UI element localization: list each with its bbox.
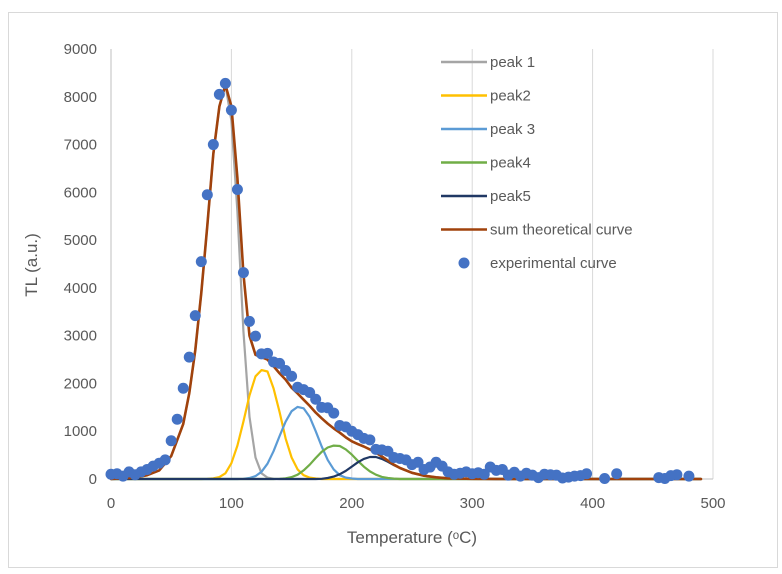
y-tick-label: 6000 (64, 184, 97, 201)
data-point (225, 104, 237, 116)
data-point (581, 468, 593, 480)
data-point (671, 469, 683, 481)
data-point (207, 139, 219, 151)
y-tick-label: 2000 (64, 375, 97, 392)
data-point (183, 351, 195, 363)
x-tick-label: 500 (700, 495, 725, 512)
x-tick-label: 0 (107, 495, 115, 512)
data-points (105, 77, 695, 485)
data-point (611, 468, 623, 480)
data-point (171, 413, 183, 425)
tick-labels: 0 100 200 300 400 500010002000300040005000600… (64, 41, 726, 512)
y-tick-label: 9000 (64, 41, 97, 58)
y-tick-label: 8000 (64, 89, 97, 106)
legend-label: experimental curve (490, 255, 617, 272)
data-point (328, 407, 340, 419)
data-point (683, 470, 695, 482)
data-point (262, 347, 274, 359)
data-point (243, 315, 255, 327)
y-tick-label: 3000 (64, 328, 97, 345)
x-tick-label: 400 (580, 495, 605, 512)
data-point (219, 77, 231, 89)
data-point (237, 267, 249, 279)
series-lines (109, 83, 703, 481)
legend-label: peak 3 (490, 121, 535, 138)
y-tick-label: 0 (89, 471, 97, 488)
data-point (364, 434, 376, 446)
x-tick-label: 300 (460, 495, 485, 512)
data-point (195, 256, 207, 268)
data-point (286, 370, 298, 382)
chart-frame: 0 100 200 300 400 500 0 1000 2000 3000 4000 5000 600… (8, 12, 778, 568)
data-point (231, 183, 243, 195)
series-line-0 (109, 83, 703, 481)
y-tick-label: 7000 (64, 137, 97, 154)
data-point (599, 473, 611, 485)
y-tick-label: 1000 (64, 423, 97, 440)
data-point (213, 88, 225, 100)
y-tick-label: 4000 (64, 280, 97, 297)
legend-label: peak4 (490, 155, 531, 172)
x-tick-label: 200 (339, 495, 364, 512)
legend-label: peak2 (490, 88, 531, 105)
legend-label: sum theoretical curve (490, 222, 633, 239)
data-point (189, 310, 201, 322)
x-tick-label: 100 (219, 495, 244, 512)
gridlines (230, 49, 714, 479)
series-line-5 (109, 83, 703, 481)
legend-swatch (458, 257, 470, 269)
data-point (249, 330, 261, 342)
series-line-2 (109, 405, 703, 481)
data-point (201, 189, 213, 201)
x-axis-title: Temperature (ᵒC) (347, 528, 477, 547)
y-axis-title: TL (a.u.) (22, 233, 41, 297)
data-point (159, 454, 171, 466)
legend: peak 1 peak2 peak 3 peak4 peak5 sum theoretic… (441, 54, 633, 272)
chart: 0 100 200 300 400 500010002000300040005000600… (22, 41, 726, 547)
data-point (177, 382, 189, 394)
data-point (165, 435, 177, 447)
y-tick-label: 5000 (64, 232, 97, 249)
data-point (310, 393, 322, 405)
legend-label: peak 1 (490, 54, 535, 71)
legend-label: peak5 (490, 188, 531, 205)
